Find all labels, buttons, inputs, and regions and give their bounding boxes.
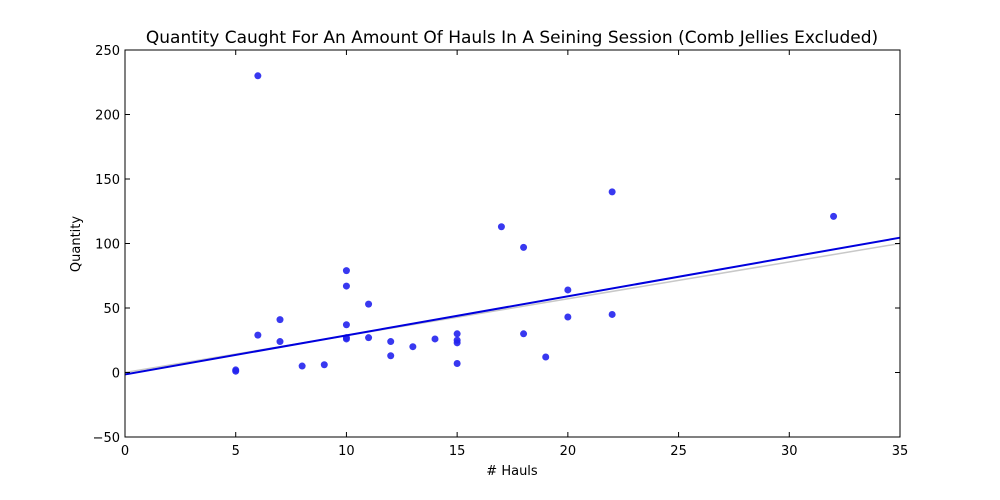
regression-line — [124, 236, 901, 376]
data-point-27 — [564, 286, 572, 294]
data-point-16 — [387, 352, 395, 360]
data-point-2 — [254, 72, 262, 80]
y-axis-label: Quantity — [69, 216, 84, 272]
x-tick-label-2: 10 — [338, 444, 355, 459]
x-tick-label-0: 0 — [121, 444, 129, 459]
data-point-28 — [564, 313, 572, 321]
x-tick-label-1: 5 — [232, 444, 240, 459]
data-point-9 — [342, 282, 350, 290]
data-point-1 — [232, 367, 240, 375]
data-point-25 — [520, 330, 528, 338]
data-point-6 — [298, 362, 306, 370]
x-tick-label-4: 20 — [560, 444, 577, 459]
y-tick-label-6: 250 — [95, 44, 120, 59]
data-point-5 — [276, 338, 284, 346]
data-point-13 — [365, 300, 373, 308]
data-point-21 — [453, 339, 461, 347]
y-tick-label-5: 200 — [95, 109, 120, 124]
y-tick-label-2: 50 — [103, 302, 120, 317]
data-point-14 — [365, 334, 373, 342]
data-point-24 — [520, 243, 528, 251]
y-tick-label-1: 0 — [112, 367, 120, 382]
data-point-12 — [342, 335, 350, 343]
x-tick-label-5: 25 — [670, 444, 687, 459]
x-tick-label-7: 35 — [892, 444, 909, 459]
data-point-7 — [320, 361, 328, 369]
data-point-17 — [409, 343, 417, 351]
data-point-29 — [608, 188, 616, 196]
data-point-10 — [342, 321, 350, 329]
chart-title: Quantity Caught For An Amount Of Hauls I… — [146, 28, 878, 48]
data-point-8 — [342, 267, 350, 275]
x-tick-label-3: 15 — [449, 444, 466, 459]
data-point-31 — [830, 212, 838, 220]
y-tick-label-4: 150 — [95, 173, 120, 188]
data-point-30 — [608, 310, 616, 318]
plot-frame — [124, 49, 901, 438]
x-tick-label-6: 30 — [781, 444, 798, 459]
plot-area — [124, 72, 901, 376]
y-tick-label-3: 100 — [95, 238, 120, 253]
data-point-19 — [453, 330, 461, 338]
data-point-3 — [254, 331, 262, 339]
data-point-22 — [453, 359, 461, 367]
data-point-26 — [542, 353, 550, 361]
x-axis-label: # Hauls — [486, 464, 538, 479]
y-tick-label-0: −50 — [93, 431, 120, 446]
data-point-4 — [276, 316, 284, 324]
data-point-18 — [431, 335, 439, 343]
data-point-23 — [497, 223, 505, 231]
data-point-15 — [387, 338, 395, 346]
